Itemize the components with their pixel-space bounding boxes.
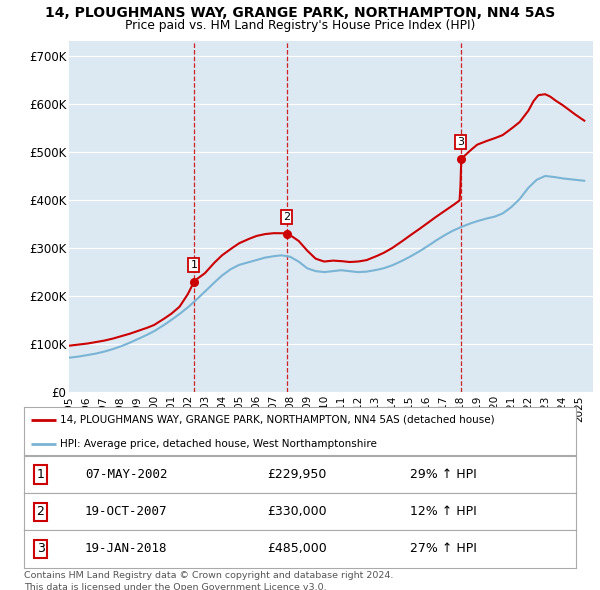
Text: 1: 1 — [37, 468, 44, 481]
Text: 14, PLOUGHMANS WAY, GRANGE PARK, NORTHAMPTON, NN4 5AS: 14, PLOUGHMANS WAY, GRANGE PARK, NORTHAM… — [45, 6, 555, 20]
Text: 1: 1 — [190, 260, 197, 270]
Text: £229,950: £229,950 — [268, 468, 327, 481]
Text: £330,000: £330,000 — [268, 505, 327, 519]
Text: 19-OCT-2007: 19-OCT-2007 — [85, 505, 167, 519]
Text: Price paid vs. HM Land Registry's House Price Index (HPI): Price paid vs. HM Land Registry's House … — [125, 19, 475, 32]
Text: 27% ↑ HPI: 27% ↑ HPI — [410, 542, 477, 556]
Text: 29% ↑ HPI: 29% ↑ HPI — [410, 468, 477, 481]
Text: £485,000: £485,000 — [268, 542, 327, 556]
Text: 12% ↑ HPI: 12% ↑ HPI — [410, 505, 477, 519]
Text: 3: 3 — [457, 137, 464, 147]
Text: 14, PLOUGHMANS WAY, GRANGE PARK, NORTHAMPTON, NN4 5AS (detached house): 14, PLOUGHMANS WAY, GRANGE PARK, NORTHAM… — [60, 415, 494, 425]
Text: 2: 2 — [283, 212, 290, 222]
Text: 07-MAY-2002: 07-MAY-2002 — [85, 468, 167, 481]
Text: 19-JAN-2018: 19-JAN-2018 — [85, 542, 167, 556]
Text: 3: 3 — [37, 542, 44, 556]
Text: Contains HM Land Registry data © Crown copyright and database right 2024.
This d: Contains HM Land Registry data © Crown c… — [24, 571, 394, 590]
Text: 2: 2 — [37, 505, 44, 519]
Text: HPI: Average price, detached house, West Northamptonshire: HPI: Average price, detached house, West… — [60, 439, 377, 449]
